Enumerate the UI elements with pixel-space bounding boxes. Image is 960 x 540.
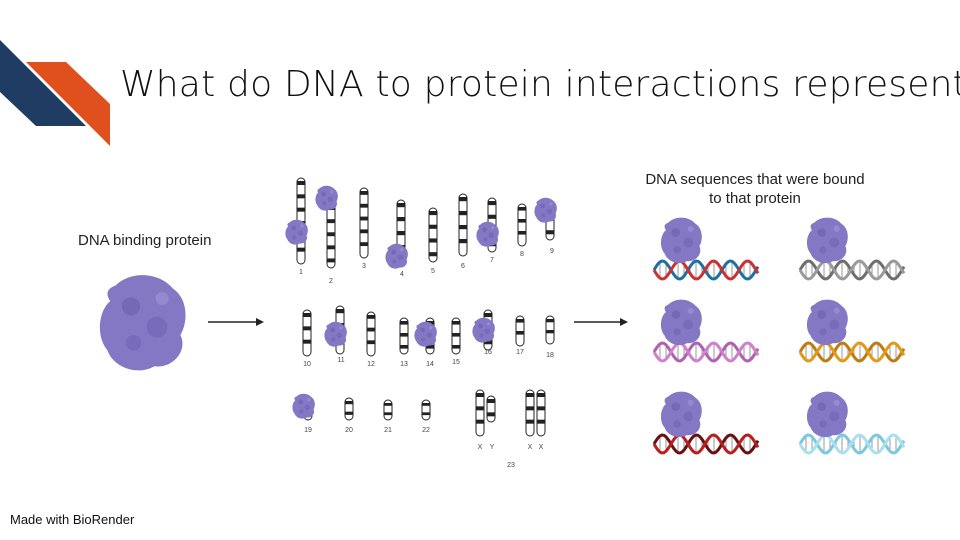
chromosome [359,187,369,259]
chromosome-label: 18 [546,352,554,359]
chromosome [344,397,354,421]
chromosome-label: 6 [461,263,465,270]
accent-orange-stripe [26,62,110,146]
dna-helix [652,391,760,455]
chromosome-label: 8 [520,251,524,258]
chromosome [366,311,376,357]
chromosome-label: 4 [400,271,404,278]
chromosome [476,197,499,253]
chromosome-label: 17 [516,349,524,356]
bound-protein [806,217,848,264]
chromosome [302,309,312,357]
chromosome-label: 2 [329,278,333,285]
chromosome [517,203,527,247]
bound-protein [534,197,557,223]
arrow-right-2 [574,318,628,326]
bound-protein [660,217,702,264]
chromosome-label: 1 [299,269,303,276]
bound-protein [806,299,848,346]
bound-protein [476,221,499,247]
corner-accent [0,40,110,146]
bound-protein [660,299,702,346]
sequences-label: DNA sequences that were bound to that pr… [640,170,870,208]
chromosome [399,317,409,355]
accent-navy-stripe [0,40,86,126]
chromosome-label: 7 [490,257,494,264]
bound-protein [806,391,848,438]
chromosome [545,315,555,345]
bound-protein [315,185,338,211]
chromosome-label: 21 [384,427,392,434]
dna-helix [798,391,906,455]
chromosome [475,389,485,437]
footer-credit: Made with BioRender [10,512,135,527]
dna-helix [652,299,760,363]
chromosome [385,199,408,269]
chromosome-label: X [528,444,533,451]
chromosome [421,399,431,421]
bound-protein [292,393,315,419]
chromosome-label: 14 [426,361,434,368]
chromosome [536,389,546,437]
chromosome-label: 5 [431,268,435,275]
chromosome-label: 13 [400,361,408,368]
chromosome-label: X [539,444,544,451]
chromosome-label: 16 [484,349,492,356]
chromosome [486,395,496,423]
chromosome-label: 20 [345,427,353,434]
chromosome [383,399,393,421]
chromosome-label: 19 [304,427,312,434]
chromosome-label: 23 [507,462,515,469]
sequences-label-line1: DNA sequences that were bound [645,171,865,188]
chromosome [428,207,438,263]
protein-label: DNA binding protein [78,232,212,249]
chromosome [525,389,535,437]
chromosome [285,177,308,265]
chromosome-label: 3 [362,263,366,270]
chromosome [292,393,315,421]
dna-helix [798,217,906,281]
dna-helix [652,217,760,281]
bound-protein [660,391,702,438]
chromosome-label: X [478,444,483,451]
chromosome-label: Y [490,444,495,451]
chromosome [458,193,468,257]
chromosome-label: 9 [550,248,554,255]
bound-protein [324,321,347,347]
dna-panels [652,217,906,455]
bound-protein [472,317,495,343]
sequences-label-line2: to that protein [709,190,801,207]
dna-helix [798,299,906,363]
chromosome [451,317,461,355]
chromosome-label: 12 [367,361,375,368]
chromosome [534,197,557,241]
bound-protein [385,243,408,269]
bound-protein [414,321,437,347]
chromosome-label: 15 [452,359,460,366]
bound-protein [285,219,308,245]
arrow-right-1 [208,318,264,326]
chromosome [315,185,338,269]
chromosome [324,305,347,355]
chromosome-label: 11 [337,357,344,364]
chromosome-label: 22 [422,427,430,434]
slide-title: What do DNA to protein interactions repr… [120,64,960,105]
chromosome [472,309,495,351]
chromosome [414,317,437,355]
chromosome [515,315,525,347]
protein-blob-large [99,275,186,371]
chromosome-label: 10 [303,361,311,368]
